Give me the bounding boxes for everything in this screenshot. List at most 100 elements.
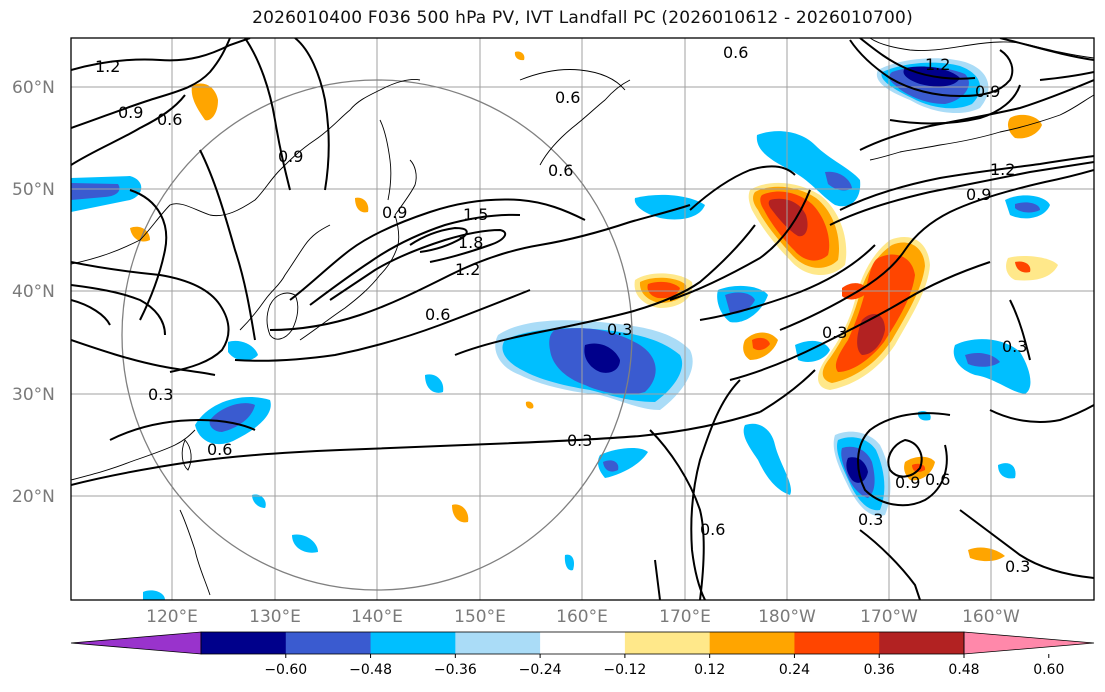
colorbar-segment <box>879 632 965 654</box>
kamchatka-coast <box>519 69 626 91</box>
contour-label: 0.3 <box>148 385 173 404</box>
contour-label: 0.6 <box>700 520 725 539</box>
pos-anomaly-blob <box>191 83 218 121</box>
contour-label: 0.6 <box>157 110 182 129</box>
latitude-label: 50°N <box>12 180 55 200</box>
japan-coast <box>394 159 417 216</box>
neg-anomaly-blob <box>634 194 705 220</box>
pv-contours <box>71 38 1094 600</box>
longitude-label: 160°E <box>556 607 608 627</box>
pos-anomaly-blob <box>647 281 680 299</box>
neg-anomaly-blob <box>1015 202 1040 213</box>
contour-label: 0.6 <box>207 440 232 459</box>
colorbar-segment <box>285 632 372 654</box>
colorbar-tick-label: −0.12 <box>603 662 646 678</box>
neg-anomaly-blob <box>564 554 575 571</box>
negative-anomaly-fields <box>71 58 1050 600</box>
contour-label: 0.3 <box>607 320 632 339</box>
neg-anomaly-blob <box>998 463 1016 479</box>
neg-anomaly-blob <box>143 590 165 600</box>
contour-label: 0.9 <box>118 103 143 122</box>
neg-anomaly-blob <box>743 423 792 495</box>
pos-anomaly-blob <box>452 504 469 523</box>
contour-label: 1.8 <box>458 233 483 252</box>
asia-coastline <box>71 79 421 265</box>
longitude-label: 150°E <box>454 607 506 627</box>
pos-anomaly-blob <box>355 197 369 213</box>
longitude-label: 120°E <box>146 607 198 627</box>
contour-label: 0.6 <box>555 88 580 107</box>
neg-anomaly-blob <box>292 534 318 553</box>
colorbar-tick-label: 0.48 <box>948 662 979 678</box>
sakhalin-coast <box>379 119 392 201</box>
colorbar-segment <box>540 632 626 654</box>
contour-label: 0.6 <box>723 43 748 62</box>
contour-label: 0.3 <box>858 510 883 529</box>
colorbar-segment <box>624 632 711 654</box>
colorbar-tick-label: −0.60 <box>264 662 307 678</box>
neg-anomaly-blob <box>795 340 830 362</box>
latitude-label: 20°N <box>12 487 55 507</box>
longitude-label: 170°W <box>860 607 918 627</box>
neg-anomaly-blob <box>71 183 120 200</box>
neg-anomaly-blob <box>825 171 852 191</box>
longitude-label: 170°E <box>659 607 711 627</box>
landfall-region-circle <box>121 79 633 591</box>
colorbar-segment <box>201 632 287 654</box>
colorbar: −0.60 −0.48 −0.36 −0.24 −0.12 0.12 0.24 0.36 0.4… <box>70 631 1095 678</box>
colorbar-extension-high <box>963 631 1095 655</box>
contour-label: 0.9 <box>278 147 303 166</box>
asia-coastline <box>239 224 331 331</box>
pos-anomaly-blob <box>514 51 525 61</box>
colorbar-tick-label: 0.12 <box>694 662 725 678</box>
colorbar-segment <box>709 632 795 654</box>
map-title: 2026010400 F036 500 hPa PV, IVT Landfall… <box>252 8 913 28</box>
latitude-label: 40°N <box>12 282 55 302</box>
contour-label: 0.3 <box>567 431 592 450</box>
colorbar-tick-label: 0.36 <box>864 662 895 678</box>
latitude-labels: 60°N 50°N 40°N 30°N 20°N <box>12 78 55 507</box>
contour-label-group: 1.2 0.9 0.6 0.9 0.6 1.5 1.8 1.2 0.6 0.6 … <box>95 43 1030 576</box>
contour-label: 0.9 <box>966 185 991 204</box>
pos-anomaly-blob <box>968 547 1005 562</box>
colorbar-frame <box>200 631 965 655</box>
kamchatka-coast <box>539 79 631 166</box>
contour-label: 0.3 <box>1002 337 1027 356</box>
asia-coastline <box>71 429 196 481</box>
contour-label: 1.5 <box>463 205 488 224</box>
coastlines <box>71 38 1094 596</box>
neg-anomaly-blob <box>846 457 868 483</box>
latitude-label: 60°N <box>12 78 55 98</box>
japan-coast <box>299 214 400 341</box>
neg-anomaly-blob <box>252 494 266 508</box>
longitude-label: 160°W <box>962 607 1020 627</box>
neg-anomaly-blob <box>425 374 444 393</box>
neg-anomaly-blob <box>953 339 1031 394</box>
contour-label: 1.2 <box>95 57 120 76</box>
neg-anomaly-blob <box>584 343 620 373</box>
longitude-label: 140°E <box>351 607 403 627</box>
pos-anomaly-blob <box>835 254 915 372</box>
pos-anomaly-blob <box>857 314 885 355</box>
longitude-label: 130°E <box>249 607 301 627</box>
longitude-label: 180°W <box>758 607 816 627</box>
contour-label: 1.2 <box>455 260 480 279</box>
colorbar-tick-label: −0.24 <box>519 662 562 678</box>
contour-label: 1.2 <box>990 160 1015 179</box>
philippines-coast <box>179 509 211 596</box>
colorbar-tick-label: 0.60 <box>1033 662 1064 678</box>
colorbar-tick-label: −0.36 <box>434 662 477 678</box>
taiwan-coast <box>181 439 192 471</box>
neg-anomaly-blob <box>209 403 255 432</box>
aleutian-islands <box>869 94 1094 161</box>
contour-label: 0.3 <box>1005 557 1030 576</box>
contour-label: 0.9 <box>382 203 407 222</box>
contour-label: 0.6 <box>925 470 950 489</box>
colorbar-extension-low <box>70 631 202 655</box>
colorbar-segment <box>370 632 456 654</box>
graticule <box>71 38 1094 600</box>
pos-anomaly-blob <box>1007 114 1042 139</box>
colorbar-segment <box>455 632 541 654</box>
latitude-label: 30°N <box>12 385 55 405</box>
